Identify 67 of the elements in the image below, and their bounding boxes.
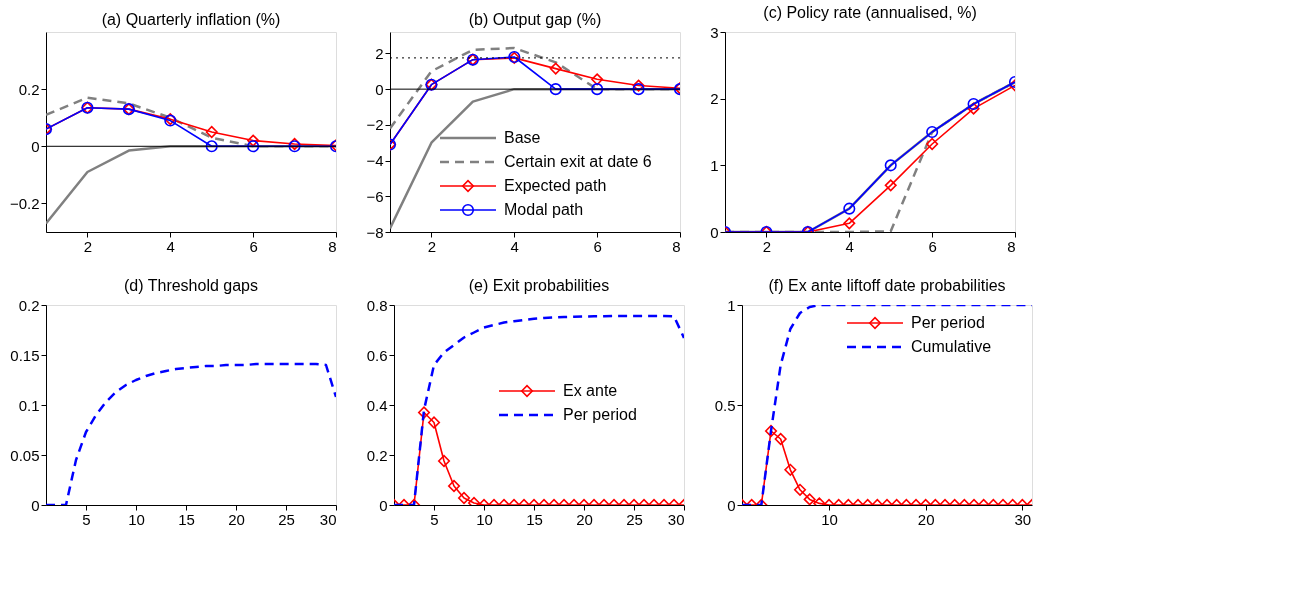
x-tick-label: 15 [178, 510, 195, 528]
x-tick-label: 10 [821, 510, 838, 528]
y-tick-label: 0.1 [18, 396, 40, 414]
y-tick-label: 2 [375, 44, 384, 62]
y-tick-label: 0.05 [10, 446, 40, 464]
y-tick-label: 0.5 [714, 396, 736, 414]
y-tick-label: 1 [710, 156, 719, 174]
legend-label: Ex ante [563, 382, 618, 399]
x-tick-label: 4 [166, 237, 175, 255]
y-tick-label: 0 [727, 496, 736, 514]
y-tick-label: 0.2 [18, 296, 40, 314]
x-tick-label: 8 [672, 237, 681, 255]
y-tick-label: −2 [366, 116, 384, 134]
x-tick-label: 20 [917, 510, 935, 528]
x-tick-label: 30 [1014, 510, 1032, 528]
x-tick-label: 4 [510, 237, 519, 255]
x-tick-label: 30 [319, 510, 337, 528]
x-tick-label: 6 [928, 237, 937, 255]
y-tick-label: 0 [710, 223, 719, 241]
x-tick-label: 20 [576, 510, 593, 528]
x-tick-label: 30 [667, 510, 685, 528]
x-tick-label: 2 [83, 237, 93, 255]
y-tick-label: 0.4 [366, 396, 388, 414]
y-tick-label: 0.2 [366, 446, 388, 464]
y-tick-label: −6 [366, 187, 384, 205]
y-tick-label: 0 [375, 80, 384, 98]
x-tick-label: 10 [476, 510, 493, 528]
y-tick-label: −0.2 [9, 194, 40, 212]
y-tick-label: 3 [710, 23, 719, 41]
x-tick-label: 6 [593, 237, 602, 255]
x-tick-label: 15 [526, 510, 543, 528]
y-tick-label: 0.6 [366, 346, 388, 364]
legend-label: Base [504, 129, 541, 146]
chart-title: (e) Exit probabilities [468, 277, 610, 294]
x-tick-label: 8 [1007, 237, 1016, 255]
legend-label: Certain exit at date 6 [504, 153, 652, 170]
chart-title: (b) Output gap (%) [468, 11, 602, 28]
legend-label: Per period [563, 406, 637, 423]
y-tick-label: 0.15 [10, 346, 40, 364]
x-tick-label: 5 [82, 510, 91, 528]
x-tick-label: 25 [278, 510, 295, 528]
y-tick-label: −4 [366, 152, 384, 170]
y-tick-label: 0.8 [366, 296, 388, 314]
x-tick-label: 2 [762, 237, 772, 255]
x-tick-label: 20 [228, 510, 245, 528]
y-tick-label: 2 [710, 90, 719, 108]
x-tick-label: 8 [328, 237, 337, 255]
legend-label: Expected path [504, 177, 607, 194]
x-tick-label: 10 [128, 510, 145, 528]
x-tick-label: 4 [845, 237, 854, 255]
legend-label: Per period [911, 314, 985, 331]
legend-label: Cumulative [911, 338, 992, 355]
chart-title: (a) Quarterly inflation (%) [101, 11, 281, 28]
x-tick-label: 25 [626, 510, 643, 528]
y-tick-label: 0 [379, 496, 388, 514]
y-tick-label: 0.2 [18, 80, 40, 98]
x-tick-label: 6 [249, 237, 258, 255]
y-tick-label: 1 [727, 296, 736, 314]
y-tick-label: −8 [366, 223, 384, 241]
chart-title: (f) Ex ante liftoff date probabilities [768, 277, 1006, 294]
y-tick-label: 0 [31, 496, 40, 514]
chart-title: (d) Threshold gaps [124, 277, 258, 294]
x-tick-label: 2 [427, 237, 437, 255]
chart-title: (c) Policy rate (annualised, %) [763, 4, 977, 21]
legend-label: Modal path [504, 201, 584, 218]
x-tick-label: 5 [430, 510, 439, 528]
y-tick-label: 0 [31, 137, 40, 155]
